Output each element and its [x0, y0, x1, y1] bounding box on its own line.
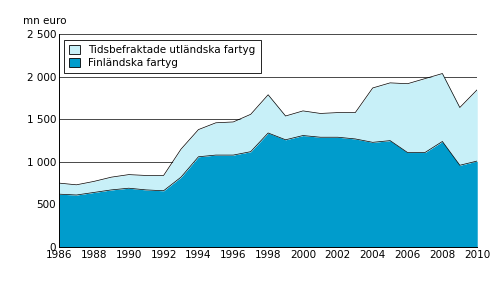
Text: mn euro: mn euro: [24, 16, 67, 26]
Legend: Tidsbefraktade utländska fartyg, Finländska fartyg: Tidsbefraktade utländska fartyg, Finländ…: [64, 40, 261, 73]
